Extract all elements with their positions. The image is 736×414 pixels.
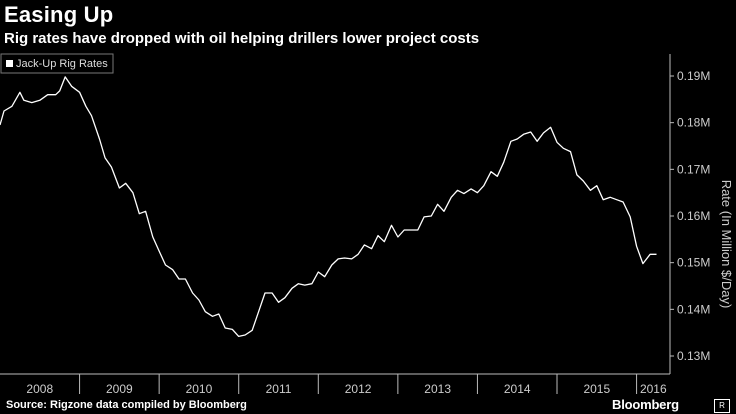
brand-mark-icon: R	[714, 399, 730, 413]
x-tick-label: 2015	[583, 382, 610, 396]
y-axis: 0.13M 0.14M 0.15M 0.16M 0.17M 0.18M 0.19M	[670, 69, 710, 363]
plot-frame	[0, 54, 671, 375]
series-line	[0, 76, 657, 338]
y-tick-label: 0.17M	[677, 162, 710, 176]
legend-box	[0, 53, 114, 74]
x-tick-label: 2013	[424, 382, 451, 396]
legend-swatch	[6, 60, 13, 67]
chart-title: Easing Up	[4, 2, 114, 27]
x-tick-label: 2010	[186, 382, 213, 396]
legend: Jack-Up Rig Rates	[0, 53, 114, 74]
legend-label: Jack-Up Rig Rates	[16, 58, 108, 70]
x-tick-label: 2011	[266, 382, 292, 396]
y-axis-label: Rate (In Million $/Day)	[719, 180, 734, 309]
x-tick-label: 2014	[504, 382, 531, 396]
x-tick-label: 2012	[345, 382, 372, 396]
y-tick-label: 0.19M	[677, 69, 710, 83]
source-note: Source: Rigzone data compiled by Bloombe…	[6, 399, 247, 411]
x-axis: 2008 2009 2010 2011 2012 2013 2014 2015 2016	[26, 374, 667, 396]
y-tick-label: 0.13M	[677, 349, 710, 363]
series-layer	[0, 76, 657, 338]
y-tick-label: 0.16M	[677, 209, 710, 223]
x-tick-label: 2008	[26, 382, 53, 396]
chart-subtitle: Rig rates have dropped with oil helping …	[4, 30, 480, 47]
y-tick-label: 0.15M	[677, 256, 710, 270]
x-tick-label: 2009	[106, 382, 133, 396]
brand-logo: Bloomberg	[612, 397, 679, 412]
y-tick-label: 0.18M	[677, 116, 710, 130]
y-tick-label: 0.14M	[677, 302, 710, 316]
x-tick-label: 2016	[640, 382, 667, 396]
